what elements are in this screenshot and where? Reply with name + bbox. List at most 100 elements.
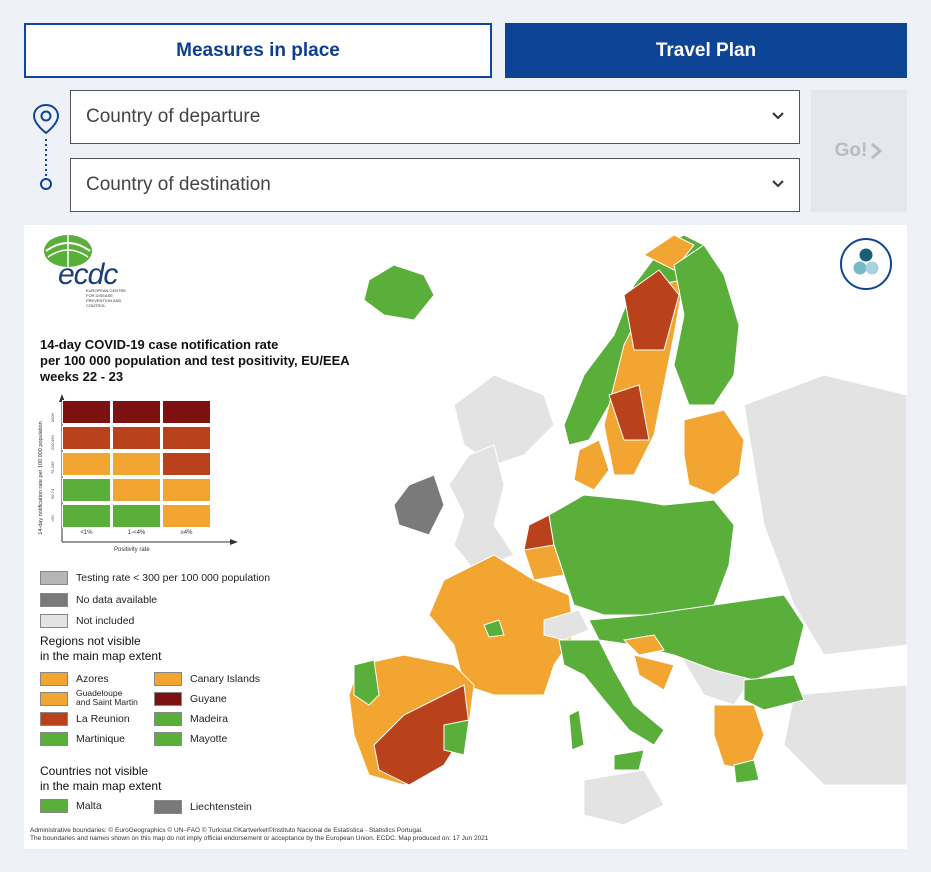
matrix-cell-red [62, 426, 111, 450]
matrix-x-title: Positivity rate [114, 547, 150, 553]
countries-heading: Countries not visible in the main map ex… [40, 764, 162, 793]
route-indicator [32, 103, 60, 190]
country-malta-label: Malta [76, 800, 102, 812]
map-region-red [608, 384, 650, 441]
map-region-green [733, 759, 760, 784]
covid-map-panel: ecdc EUROPEAN CENTRE FOR DISEASE PREVENT… [24, 225, 907, 849]
matrix-cell-darkred [162, 400, 211, 424]
region-madeira-label: Madeira [190, 713, 228, 725]
layer-circles-icon [853, 248, 879, 275]
legend-swatch-canary [154, 672, 182, 686]
legend-notincluded-label: Not included [76, 615, 135, 627]
matrix-cell-darkred [112, 400, 161, 424]
map-region-orange [573, 439, 610, 491]
matrix-cell-orange [162, 504, 211, 528]
map-region-orange [428, 554, 575, 696]
country-liechtenstein-label: Liechtenstein [190, 801, 252, 813]
map-region-orange [643, 234, 695, 271]
ecdc-logo-subtitle: EUROPEAN CENTRE FOR DISEASE PREVENTION A… [86, 288, 127, 308]
matrix-cell-red [112, 426, 161, 450]
map-title-line2: per 100 000 population and test positivi… [40, 353, 350, 368]
destination-country-select[interactable]: Country of destination [70, 158, 800, 212]
tab-travel-plan[interactable]: Travel Plan [505, 23, 907, 78]
map-region-green [483, 619, 505, 638]
region-martinique-label: Martinique [76, 733, 126, 745]
map-footer: Administrative boundaries: © EuroGeograp… [30, 827, 488, 843]
departure-country-select[interactable]: Country of departure [70, 90, 800, 144]
non-eu-land [583, 769, 665, 826]
legend-swatch-madeira [154, 712, 182, 726]
destination-select-label: Country of destination [86, 174, 271, 195]
map-region-green [443, 719, 470, 756]
go-button[interactable]: Go! [811, 90, 907, 212]
map-title: 14-day COVID-19 case notification rate p… [40, 337, 400, 385]
legend-swatch-nodata [40, 593, 68, 607]
matrix-cell-darkred [62, 400, 111, 424]
map-region-green [558, 639, 665, 746]
map-region-orange [633, 654, 675, 691]
legend-swatch-testing [40, 571, 68, 585]
legend-matrix [62, 400, 212, 528]
map-region-green [613, 749, 645, 771]
matrix-cell-orange [112, 452, 161, 476]
region-canary-label: Canary Islands [190, 673, 261, 685]
map-region-orange [622, 634, 665, 656]
ecdc-logo-text: ecdc [58, 258, 118, 291]
map-layer-toggle-button[interactable] [840, 238, 892, 290]
matrix-row-label: <50 [50, 515, 55, 522]
map-region-red [623, 269, 680, 351]
legend-swatch-liechtenstein [154, 800, 182, 814]
matrix-cell-orange [62, 452, 111, 476]
matrix-cell-green [112, 504, 161, 528]
map-footer-line1: Administrative boundaries: © EuroGeograp… [30, 827, 423, 834]
matrix-row-label: 75-199 [50, 461, 55, 474]
region-guadeloupe-label: Guadeloupe and Saint Martin [76, 688, 138, 707]
chevron-down-icon [772, 180, 784, 188]
matrix-cell-green [62, 504, 111, 528]
matrix-row-label: ≥500 [50, 413, 55, 422]
map-region-orange [523, 544, 565, 581]
matrix-cell-red [162, 426, 211, 450]
map-region-orange [683, 409, 745, 496]
non-eu-land [783, 684, 907, 786]
map-title-line1: 14-day COVID-19 case notification rate [40, 337, 279, 352]
go-button-label: Go! [834, 140, 868, 161]
map-region-green [673, 244, 740, 406]
map-region-nodata [393, 474, 445, 536]
matrix-col-label: 1-<4% [127, 530, 146, 536]
non-eu-land [743, 374, 907, 656]
non-eu-land [453, 374, 555, 466]
map-region-green [548, 494, 735, 621]
view-tabs: Measures in place Travel Plan [24, 23, 907, 78]
europe-map [348, 234, 907, 826]
matrix-y-title: 14-day notification rate per 100 000 pop… [38, 421, 44, 535]
legend-swatch-guadeloupe [40, 692, 68, 706]
map-title-line3: weeks 22 - 23 [40, 369, 124, 384]
legend-swatch-mayotte [154, 732, 182, 746]
matrix-col-label: <1% [80, 530, 93, 536]
map-region-green [568, 709, 585, 751]
tab-measures-in-place[interactable]: Measures in place [24, 23, 492, 78]
matrix-col-label: ≥4% [180, 530, 193, 536]
legend-swatch-guyane [154, 692, 182, 706]
location-pin-icon [32, 103, 60, 135]
regions-heading: Regions not visible in the main map exte… [40, 634, 162, 663]
chevron-right-icon [871, 142, 883, 160]
matrix-row-label: 200-499 [50, 435, 55, 450]
legend-testing-label: Testing rate < 300 per 100 000 populatio… [76, 572, 271, 584]
map-region-green [353, 659, 380, 706]
region-mayotte-label: Mayotte [190, 733, 228, 745]
map-region-green [743, 674, 805, 711]
chevron-down-icon [772, 112, 784, 120]
map-footer-line2: The boundaries and names shown on this m… [30, 835, 489, 842]
legend-swatch-martinique [40, 732, 68, 746]
map-region-red [373, 684, 470, 786]
region-reunion-label: La Reunion [76, 713, 130, 725]
legend-swatch-notincluded [40, 614, 68, 628]
destination-dot-icon [40, 178, 52, 190]
legend-swatch-malta [40, 799, 68, 813]
matrix-cell-green [62, 478, 111, 502]
legend-nodata-label: No data available [76, 594, 158, 606]
matrix-cell-red [162, 452, 211, 476]
matrix-cell-orange [162, 478, 211, 502]
